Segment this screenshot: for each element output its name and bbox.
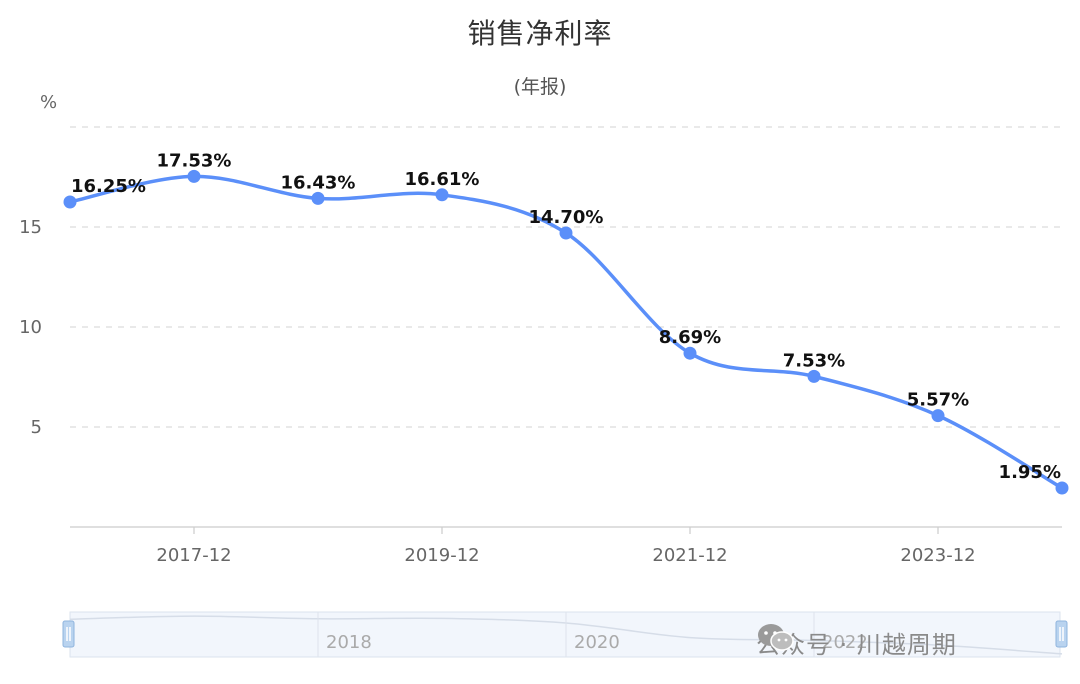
- chart-title: 销售净利率: [467, 17, 613, 50]
- data-point[interactable]: [435, 188, 449, 202]
- data-points: [63, 169, 1069, 495]
- zoom-tick-label: 2022: [822, 632, 868, 653]
- y-axis: 5 10 15: [19, 217, 42, 438]
- x-tick-label: 2021-12: [652, 545, 727, 566]
- data-label: 16.43%: [281, 172, 356, 193]
- zoom-track[interactable]: [69, 611, 1061, 658]
- data-label: 7.53%: [783, 350, 845, 371]
- zoom-tick-label: 2018: [326, 632, 372, 653]
- zoom-tick-label: 2020: [574, 632, 620, 653]
- y-tick-label: 10: [19, 317, 42, 338]
- data-labels: 16.25% 17.53% 16.43% 16.61% 14.70% 8.69% 7.53%…: [71, 150, 1061, 483]
- y-tick-label: 5: [31, 417, 42, 438]
- data-point[interactable]: [311, 191, 325, 205]
- data-point[interactable]: [931, 409, 945, 423]
- zoom-slider[interactable]: 2018 2020 2022: [62, 611, 1068, 658]
- data-label: 16.61%: [405, 169, 480, 190]
- chart-subtitle: (年报): [513, 76, 567, 98]
- x-tick-label: 2019-12: [404, 545, 479, 566]
- data-point[interactable]: [1055, 481, 1069, 495]
- data-label: 8.69%: [659, 327, 721, 348]
- data-point[interactable]: [559, 226, 573, 240]
- data-point[interactable]: [683, 346, 697, 360]
- data-point[interactable]: [63, 195, 77, 209]
- data-label: 16.25%: [71, 176, 146, 197]
- zoom-ticks: 2018 2020 2022: [317, 612, 868, 657]
- watermark: 公众号 · 川越周期: [756, 622, 957, 662]
- data-label: 1.95%: [999, 462, 1061, 483]
- data-point[interactable]: [187, 169, 201, 183]
- x-tick-label: 2017-12: [156, 545, 231, 566]
- data-label: 17.53%: [157, 150, 232, 171]
- data-point[interactable]: [807, 369, 821, 383]
- y-tick-label: 15: [19, 217, 42, 238]
- zoom-handle-right[interactable]: [1055, 620, 1068, 648]
- zoom-handle-left[interactable]: [62, 620, 75, 648]
- data-label: 5.57%: [907, 390, 969, 411]
- x-tick-label: 2023-12: [900, 545, 975, 566]
- wechat-icon: [758, 624, 794, 651]
- y-axis-unit: %: [40, 92, 58, 113]
- grid-lines: [70, 126, 1062, 428]
- data-label: 14.70%: [529, 207, 604, 228]
- x-axis: 2017-12 2019-12 2021-12 2023-12: [70, 526, 1062, 566]
